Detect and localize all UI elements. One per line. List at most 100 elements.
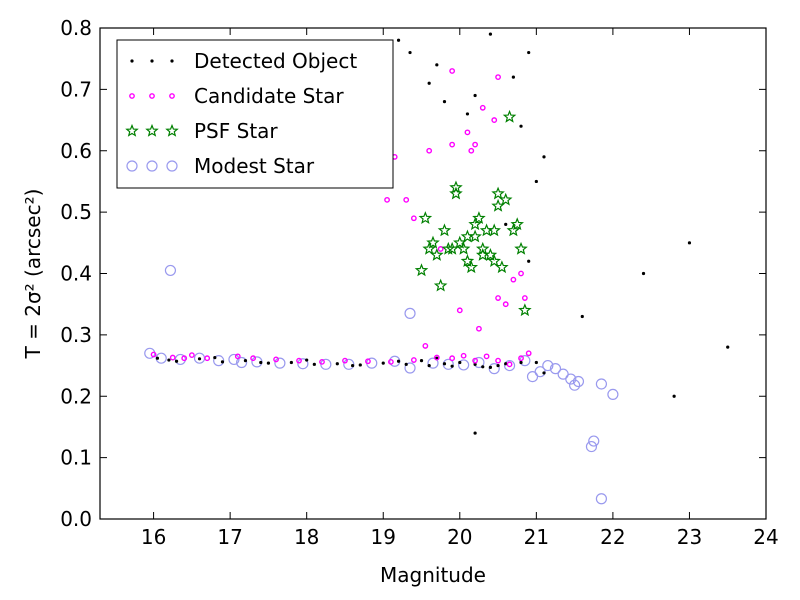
- detected-point: [473, 431, 477, 435]
- modest-star-point: [503, 359, 516, 372]
- modest-star-point: [228, 353, 240, 366]
- detected-point: [641, 271, 646, 276]
- modest-star-point: [458, 359, 470, 371]
- candidate-point: [169, 354, 176, 361]
- modest-star-point: [274, 357, 286, 369]
- psf-star-point: [468, 229, 482, 243]
- legend-label-psf: PSF Star: [194, 119, 278, 143]
- modest-star-point: [585, 440, 598, 453]
- psf-star-point: [468, 217, 482, 231]
- candidate-point: [449, 141, 456, 148]
- detected-point: [289, 360, 293, 365]
- detected-point: [351, 363, 355, 368]
- candidate-point: [495, 295, 501, 301]
- detected-point: [442, 100, 447, 104]
- y-tick-label: 0.3: [60, 323, 92, 347]
- psf-star-point: [498, 192, 513, 206]
- psf-star-point: [449, 186, 463, 200]
- detected-point: [465, 112, 470, 116]
- psf-star-point: [449, 180, 463, 194]
- detected-point: [442, 362, 447, 366]
- psf-star-point: [418, 211, 433, 225]
- detected-point: [687, 241, 692, 245]
- detected-point: [672, 394, 676, 398]
- candidate-point: [273, 356, 279, 363]
- psf-star-point: [502, 109, 517, 123]
- modest-star-point: [595, 493, 608, 505]
- legend: Detected Object Candidate Star PSF Star …: [116, 39, 394, 189]
- psf-star-point: [491, 186, 505, 200]
- candidate-point: [495, 74, 501, 81]
- detected-point: [504, 362, 508, 366]
- detected-point: [266, 361, 271, 365]
- candidate-point: [387, 358, 394, 365]
- detected-point: [408, 50, 412, 55]
- candidate-point: [491, 117, 498, 123]
- modest-star-point: [565, 373, 577, 385]
- y-tick-label: 0.7: [60, 77, 92, 101]
- psf-star-point: [514, 241, 528, 255]
- candidate-point: [464, 129, 471, 136]
- detected-point: [534, 179, 538, 184]
- modest-star-point: [572, 375, 585, 388]
- detected-point: [213, 355, 217, 360]
- y-tick-label: 0.2: [60, 384, 92, 408]
- psf-star-point: [475, 247, 490, 261]
- modest-star-point: [164, 264, 177, 277]
- detected-point: [496, 363, 500, 368]
- legend-marker-detected: [150, 59, 154, 63]
- legend-label-candidate: Candidate Star: [194, 84, 344, 108]
- detected-point: [358, 363, 362, 367]
- psf-star-point: [487, 223, 502, 237]
- legend-label-modest: Modest Star: [194, 154, 315, 178]
- legend-marker-psf: [125, 123, 139, 137]
- psf-star-point: [430, 247, 444, 261]
- psf-star-point: [433, 278, 448, 292]
- candidate-point: [426, 147, 433, 154]
- modest-star-point: [542, 359, 554, 372]
- detected-point: [534, 360, 538, 365]
- psf-star-point: [422, 241, 436, 255]
- detected-point: [155, 356, 160, 360]
- candidate-point: [410, 357, 417, 363]
- x-tick-label: 21: [524, 525, 549, 549]
- detected-point: [473, 93, 477, 98]
- candidate-point: [342, 357, 348, 364]
- psf-star-point: [414, 263, 429, 277]
- x-tick-label: 23: [677, 525, 702, 549]
- detected-point: [174, 359, 179, 363]
- detected-point: [488, 32, 493, 36]
- modest-star-point: [236, 356, 248, 369]
- detected-point: [458, 360, 462, 365]
- y-axis-label: T = 2σ² (arcsec²): [21, 189, 45, 360]
- candidate-point: [296, 357, 302, 364]
- detected-point: [396, 38, 401, 42]
- psf-star-point: [437, 223, 452, 237]
- detected-point: [335, 362, 339, 366]
- psf-star-point: [487, 254, 502, 267]
- modest-star-point: [404, 307, 416, 319]
- psf-star-point: [472, 211, 486, 225]
- legend-marker-psf: [165, 123, 179, 137]
- y-tick-label: 0.0: [60, 507, 92, 531]
- legend-marker-modest: [126, 160, 138, 172]
- detected-point: [511, 75, 515, 79]
- detected-point: [542, 155, 546, 159]
- candidate-point: [521, 295, 528, 301]
- detected-point: [427, 363, 431, 368]
- candidate-point: [525, 350, 532, 357]
- candidate-point: [506, 361, 513, 368]
- modest-star-point: [569, 379, 581, 391]
- legend-marker-candidate: [169, 93, 175, 99]
- psf-star-point: [510, 217, 524, 231]
- candidate-point: [518, 270, 524, 277]
- x-tick-label: 19: [371, 525, 396, 549]
- candidate-point: [472, 357, 479, 364]
- detected-point: [481, 365, 485, 369]
- x-tick-label: 17: [217, 525, 242, 549]
- x-tick-label: 18: [294, 525, 319, 549]
- detected-point: [419, 359, 424, 363]
- candidate-point: [483, 353, 490, 360]
- detected-point: [435, 63, 439, 67]
